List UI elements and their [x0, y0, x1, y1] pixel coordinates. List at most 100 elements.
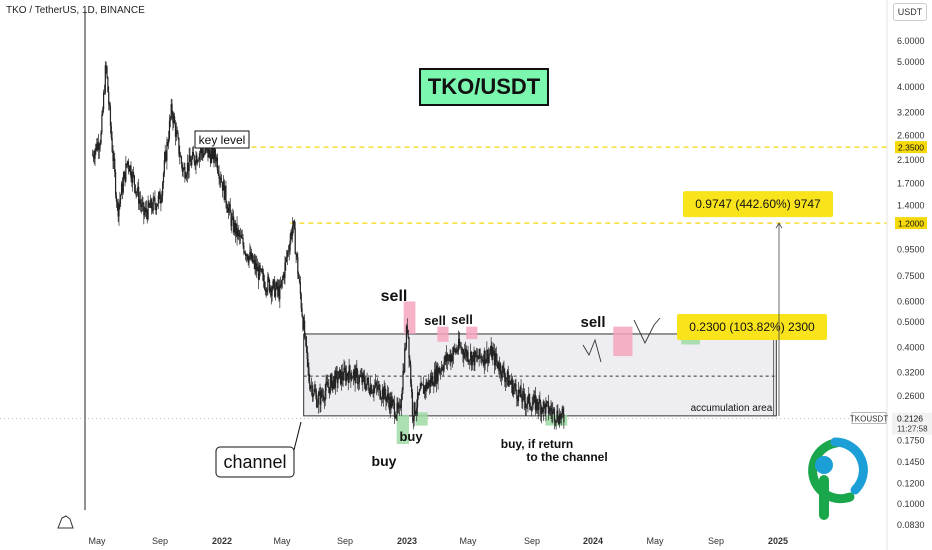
candle-body — [203, 152, 206, 154]
candle-body — [104, 65, 106, 93]
candle-body — [510, 382, 512, 385]
buy-label-0: buy — [372, 453, 397, 469]
candle-body — [97, 142, 100, 150]
candle-body — [167, 142, 169, 144]
candle-body — [382, 388, 384, 400]
candle-body — [545, 402, 547, 414]
candle-body — [135, 191, 137, 193]
candle-body — [418, 390, 420, 396]
candle-body — [488, 353, 491, 355]
candle-body — [534, 394, 536, 396]
symbol-tag-box — [851, 412, 887, 425]
candle-body — [182, 169, 184, 172]
candle-body — [319, 391, 321, 405]
candle-body — [335, 370, 337, 372]
candle-body — [300, 294, 302, 309]
candle-body — [108, 104, 111, 107]
y-axis: 7.50006.00005.00004.00003.20002.60002.10… — [850, 0, 932, 550]
candle-body — [339, 369, 342, 385]
sell-zone-0 — [403, 301, 416, 334]
candle-body — [349, 365, 351, 374]
candle-body — [326, 381, 328, 384]
candle-body — [477, 358, 479, 360]
x-tick-label: May — [273, 536, 291, 546]
candle-body — [409, 358, 411, 365]
candle-body — [341, 371, 343, 379]
candle-body — [136, 191, 138, 193]
candle-body — [538, 398, 540, 410]
candle-body — [553, 408, 556, 422]
y-tick-label: 0.1200 — [897, 478, 925, 488]
candle-body — [236, 223, 238, 237]
candle-body — [101, 114, 103, 133]
candle-body — [306, 346, 308, 359]
candle-body — [344, 367, 346, 371]
candle-body — [426, 382, 428, 389]
candle-body — [293, 220, 295, 229]
candle-body — [361, 374, 363, 383]
candle-body — [396, 403, 398, 416]
candle-body — [113, 158, 115, 161]
candle-body — [241, 237, 243, 239]
candle-body — [414, 402, 416, 415]
candle-body — [563, 413, 565, 423]
candle-body — [338, 371, 340, 380]
candle-body — [280, 280, 283, 287]
candle-body — [541, 407, 543, 415]
x-axis: May Sep 2022 May Sep 2023 May Sep 2024 May Sep 2025 — [88, 536, 788, 546]
candle-body — [215, 156, 217, 162]
candle-body — [92, 154, 94, 158]
candle-body — [171, 104, 173, 115]
candle-body — [308, 367, 310, 382]
candle-body — [264, 288, 266, 290]
candle-body — [517, 389, 520, 402]
buy-zone-4 — [396, 414, 410, 444]
candle-body — [176, 130, 178, 134]
candle-body — [318, 391, 320, 396]
candle-body — [453, 347, 455, 350]
candle-body — [303, 320, 305, 330]
candle-body — [550, 407, 552, 411]
candle-body — [146, 212, 148, 220]
candle-body — [212, 145, 214, 160]
x-tick-label: Sep — [152, 536, 168, 546]
candle-body — [523, 391, 525, 394]
candle-body — [436, 365, 438, 382]
logo-blue-arc — [830, 437, 868, 495]
candle-body — [386, 397, 388, 402]
candle-body — [438, 367, 440, 374]
candle-body — [515, 383, 517, 391]
candle-body — [388, 399, 390, 410]
target-arrow-head-1 — [775, 222, 783, 229]
candle-body — [103, 92, 105, 110]
candle-body — [462, 349, 464, 355]
candle-body — [397, 403, 399, 409]
x-tick-label: Sep — [524, 536, 540, 546]
candle-body — [189, 155, 191, 162]
candle-body — [358, 376, 360, 383]
candle-body — [312, 394, 314, 398]
candle-body — [237, 230, 239, 237]
candle-body — [384, 386, 386, 396]
candle-body — [333, 376, 336, 388]
candle-body — [377, 385, 379, 390]
key-level-value-1: 1.2000 — [898, 219, 924, 229]
candle-body — [471, 355, 473, 366]
candle-body — [287, 251, 289, 253]
axis-unit-button[interactable]: USDT — [893, 3, 927, 21]
candle-body — [433, 385, 435, 387]
candle-body — [525, 404, 527, 408]
candle-body — [466, 351, 468, 357]
candle-body — [138, 199, 141, 204]
candle-body — [179, 153, 181, 157]
y-tick-label: 0.1450 — [897, 457, 925, 467]
candle-body — [227, 208, 229, 213]
candle-body — [531, 404, 533, 411]
y-tick-label: 0.3200 — [897, 367, 925, 377]
candle-body — [407, 329, 409, 338]
candle-body — [102, 109, 104, 115]
candle-body — [97, 142, 99, 151]
candle-body — [464, 352, 466, 359]
candle-body — [511, 378, 514, 395]
